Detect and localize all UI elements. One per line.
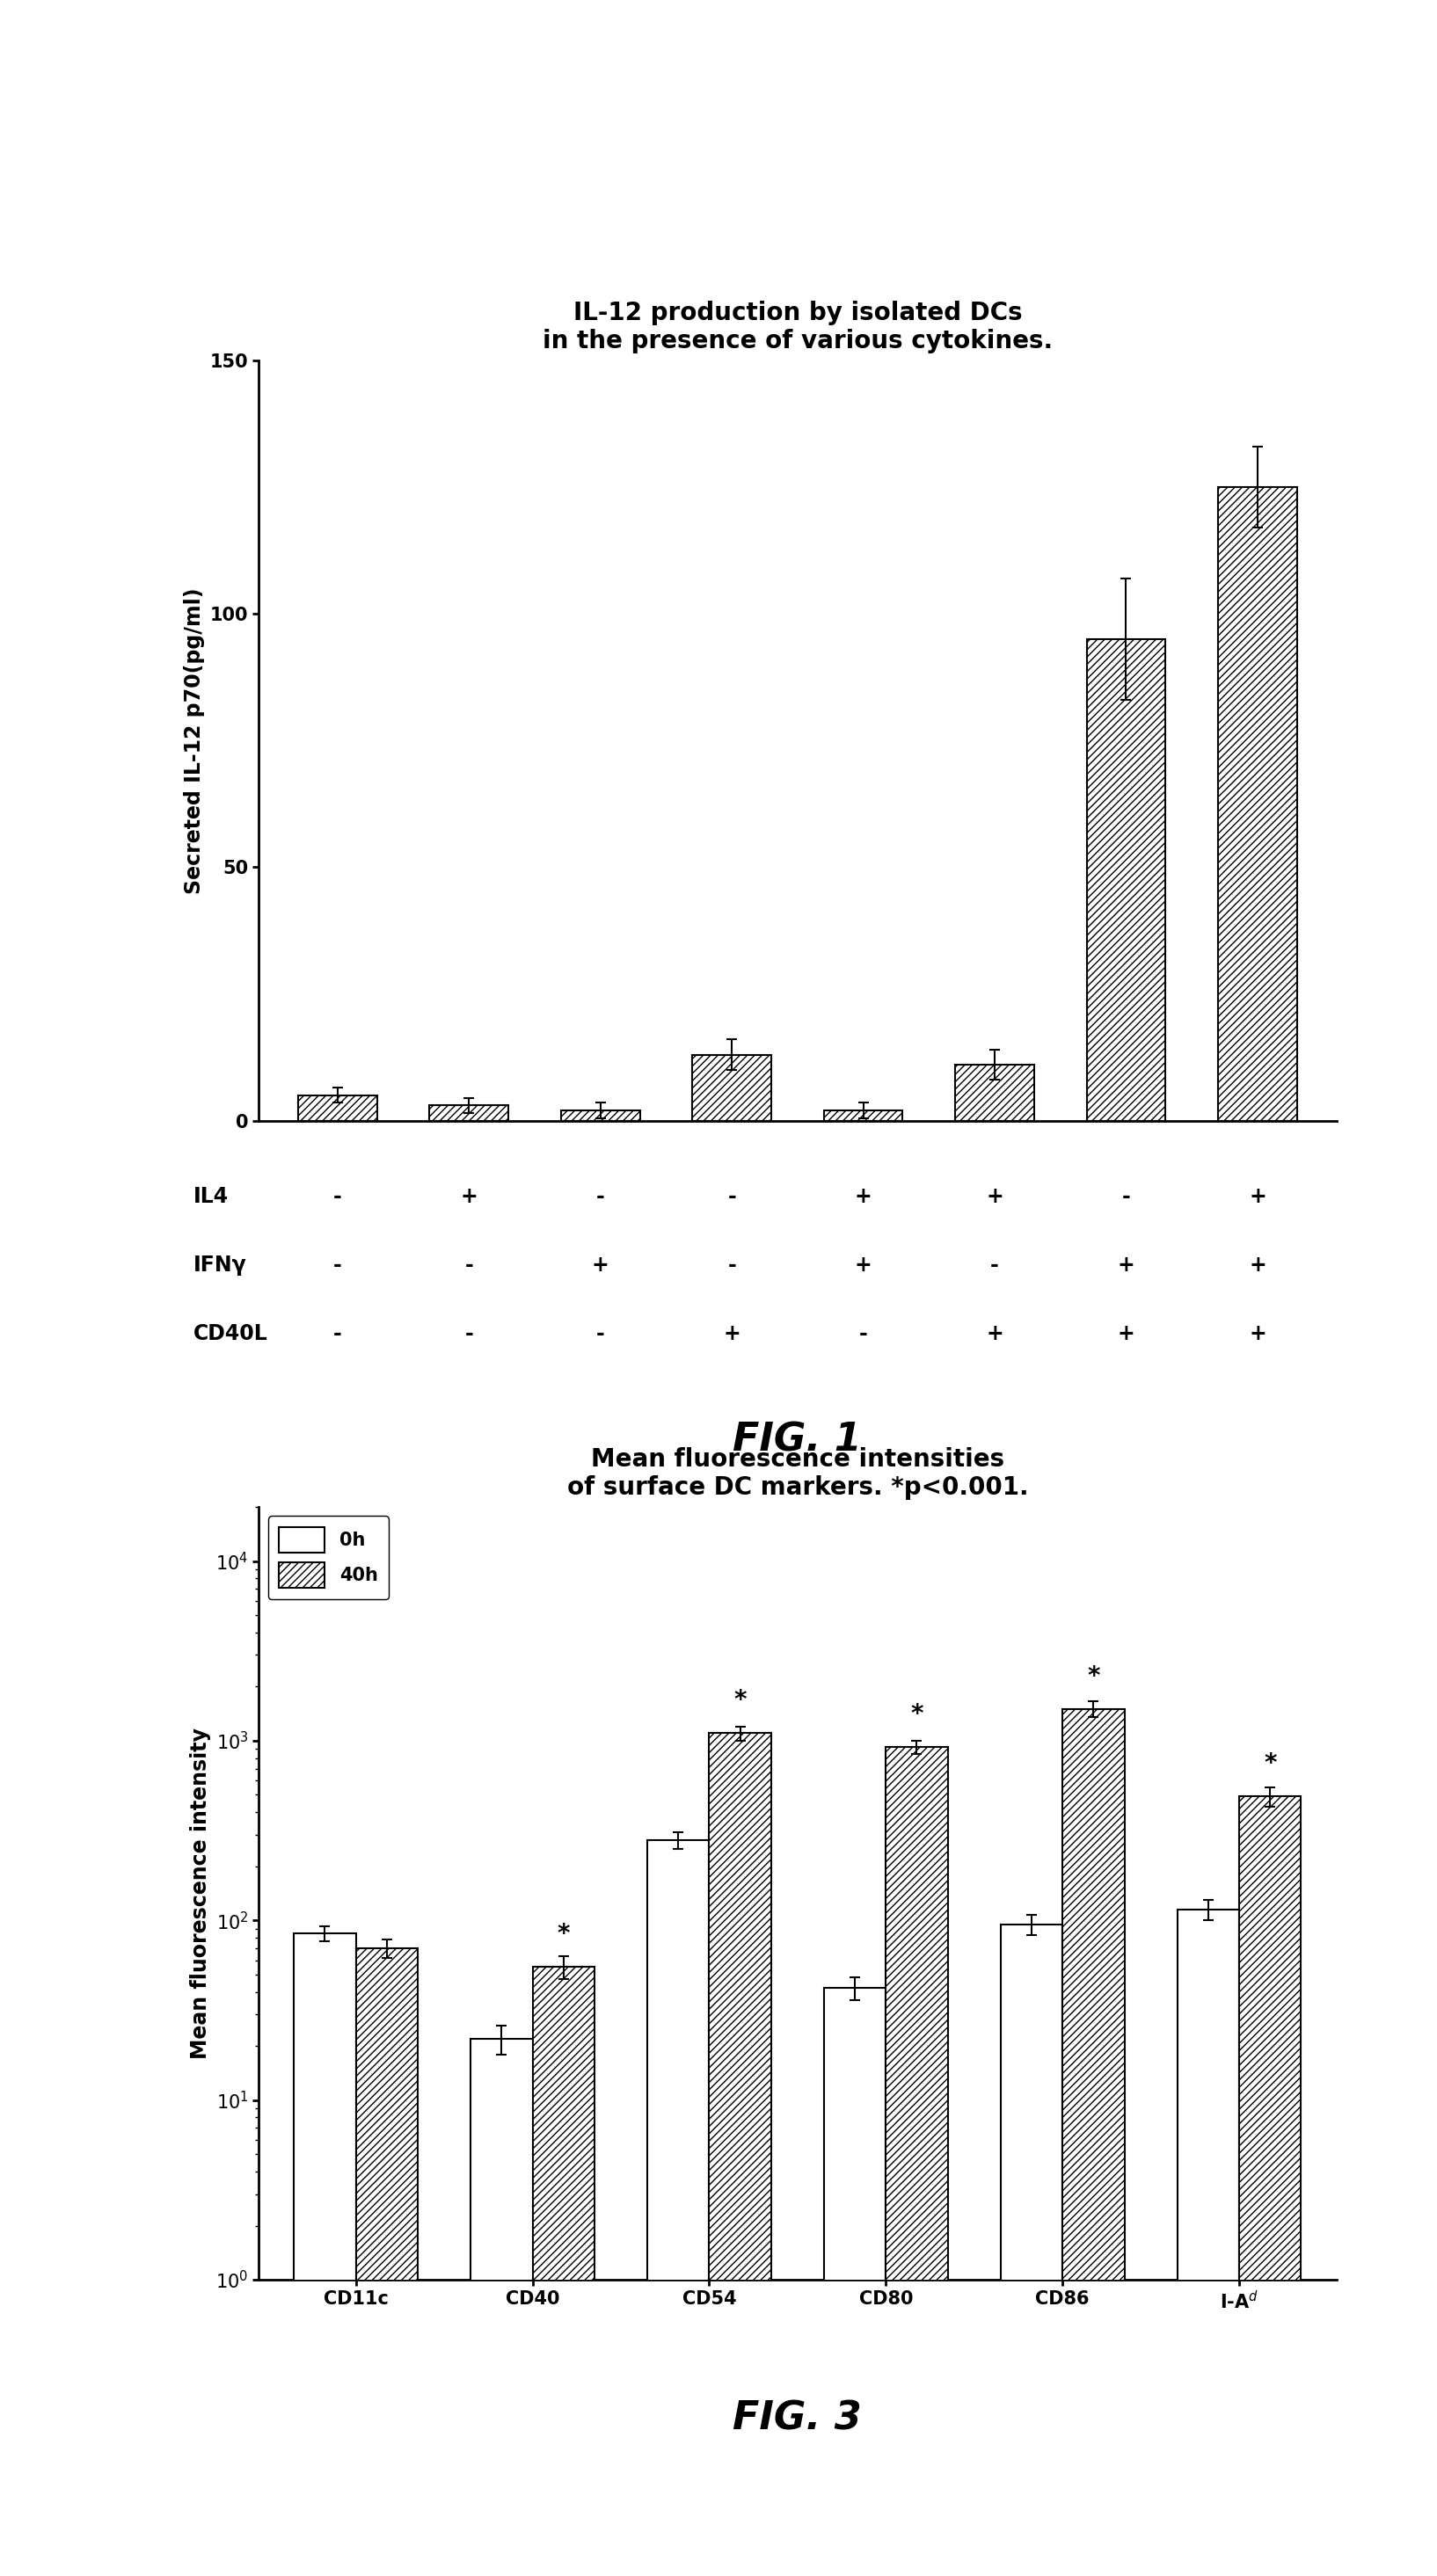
- Text: -: -: [990, 1255, 999, 1275]
- Bar: [533, 1968, 595, 2576]
- Text: -: -: [727, 1255, 736, 1275]
- Bar: [647, 1839, 710, 2576]
- Bar: [823, 1110, 902, 1121]
- Text: +: +: [855, 1255, 872, 1275]
- Text: -: -: [859, 1324, 868, 1345]
- Text: +: +: [592, 1255, 609, 1275]
- Text: -: -: [1122, 1185, 1131, 1208]
- Text: *: *: [911, 1703, 923, 1726]
- Text: +: +: [1118, 1255, 1135, 1275]
- Bar: [1219, 487, 1298, 1121]
- Text: -: -: [596, 1324, 605, 1345]
- Title: IL-12 production by isolated DCs
in the presence of various cytokines.: IL-12 production by isolated DCs in the …: [542, 301, 1053, 353]
- Bar: [885, 1747, 948, 2576]
- Text: *: *: [1263, 1752, 1276, 1775]
- Bar: [956, 1064, 1035, 1121]
- Text: *: *: [558, 1922, 570, 1947]
- Y-axis label: Secreted IL-12 p70(pg/ml): Secreted IL-12 p70(pg/ml): [184, 587, 205, 894]
- Text: CD40L: CD40L: [193, 1324, 267, 1345]
- Text: -: -: [333, 1255, 342, 1275]
- Bar: [1062, 1708, 1124, 2576]
- Text: +: +: [1249, 1255, 1266, 1275]
- Legend: 0h, 40h: 0h, 40h: [267, 1517, 389, 1600]
- Text: +: +: [460, 1185, 477, 1208]
- Text: +: +: [986, 1324, 1003, 1345]
- Bar: [430, 1105, 509, 1121]
- Bar: [297, 1095, 376, 1121]
- Bar: [710, 1734, 772, 2576]
- Text: FIG. 1: FIG. 1: [733, 1422, 862, 1458]
- Bar: [471, 2038, 533, 2576]
- Text: *: *: [1088, 1664, 1099, 1690]
- Text: -: -: [333, 1185, 342, 1208]
- Text: +: +: [1249, 1324, 1266, 1345]
- Text: FIG. 3: FIG. 3: [733, 2401, 862, 2437]
- Bar: [356, 1947, 418, 2576]
- Text: IL4: IL4: [193, 1185, 228, 1208]
- Y-axis label: Mean fluorescence intensity: Mean fluorescence intensity: [190, 1728, 211, 2058]
- Text: +: +: [723, 1324, 740, 1345]
- Text: +: +: [1118, 1324, 1135, 1345]
- Text: -: -: [727, 1185, 736, 1208]
- Text: -: -: [464, 1255, 473, 1275]
- Bar: [823, 1989, 885, 2576]
- Title: Mean fluorescence intensities
of surface DC markers. *p<0.001.: Mean fluorescence intensities of surface…: [566, 1448, 1029, 1499]
- Text: -: -: [596, 1185, 605, 1208]
- Text: +: +: [855, 1185, 872, 1208]
- Text: +: +: [1249, 1185, 1266, 1208]
- Text: -: -: [464, 1324, 473, 1345]
- Text: +: +: [986, 1185, 1003, 1208]
- Bar: [1239, 1795, 1300, 2576]
- Bar: [1177, 1909, 1239, 2576]
- Text: IFNγ: IFNγ: [193, 1255, 246, 1275]
- Text: *: *: [734, 1687, 746, 1713]
- Bar: [1086, 639, 1165, 1121]
- Bar: [295, 1932, 356, 2576]
- Bar: [1000, 1924, 1062, 2576]
- Bar: [560, 1110, 639, 1121]
- Bar: [693, 1054, 772, 1121]
- Text: -: -: [333, 1324, 342, 1345]
